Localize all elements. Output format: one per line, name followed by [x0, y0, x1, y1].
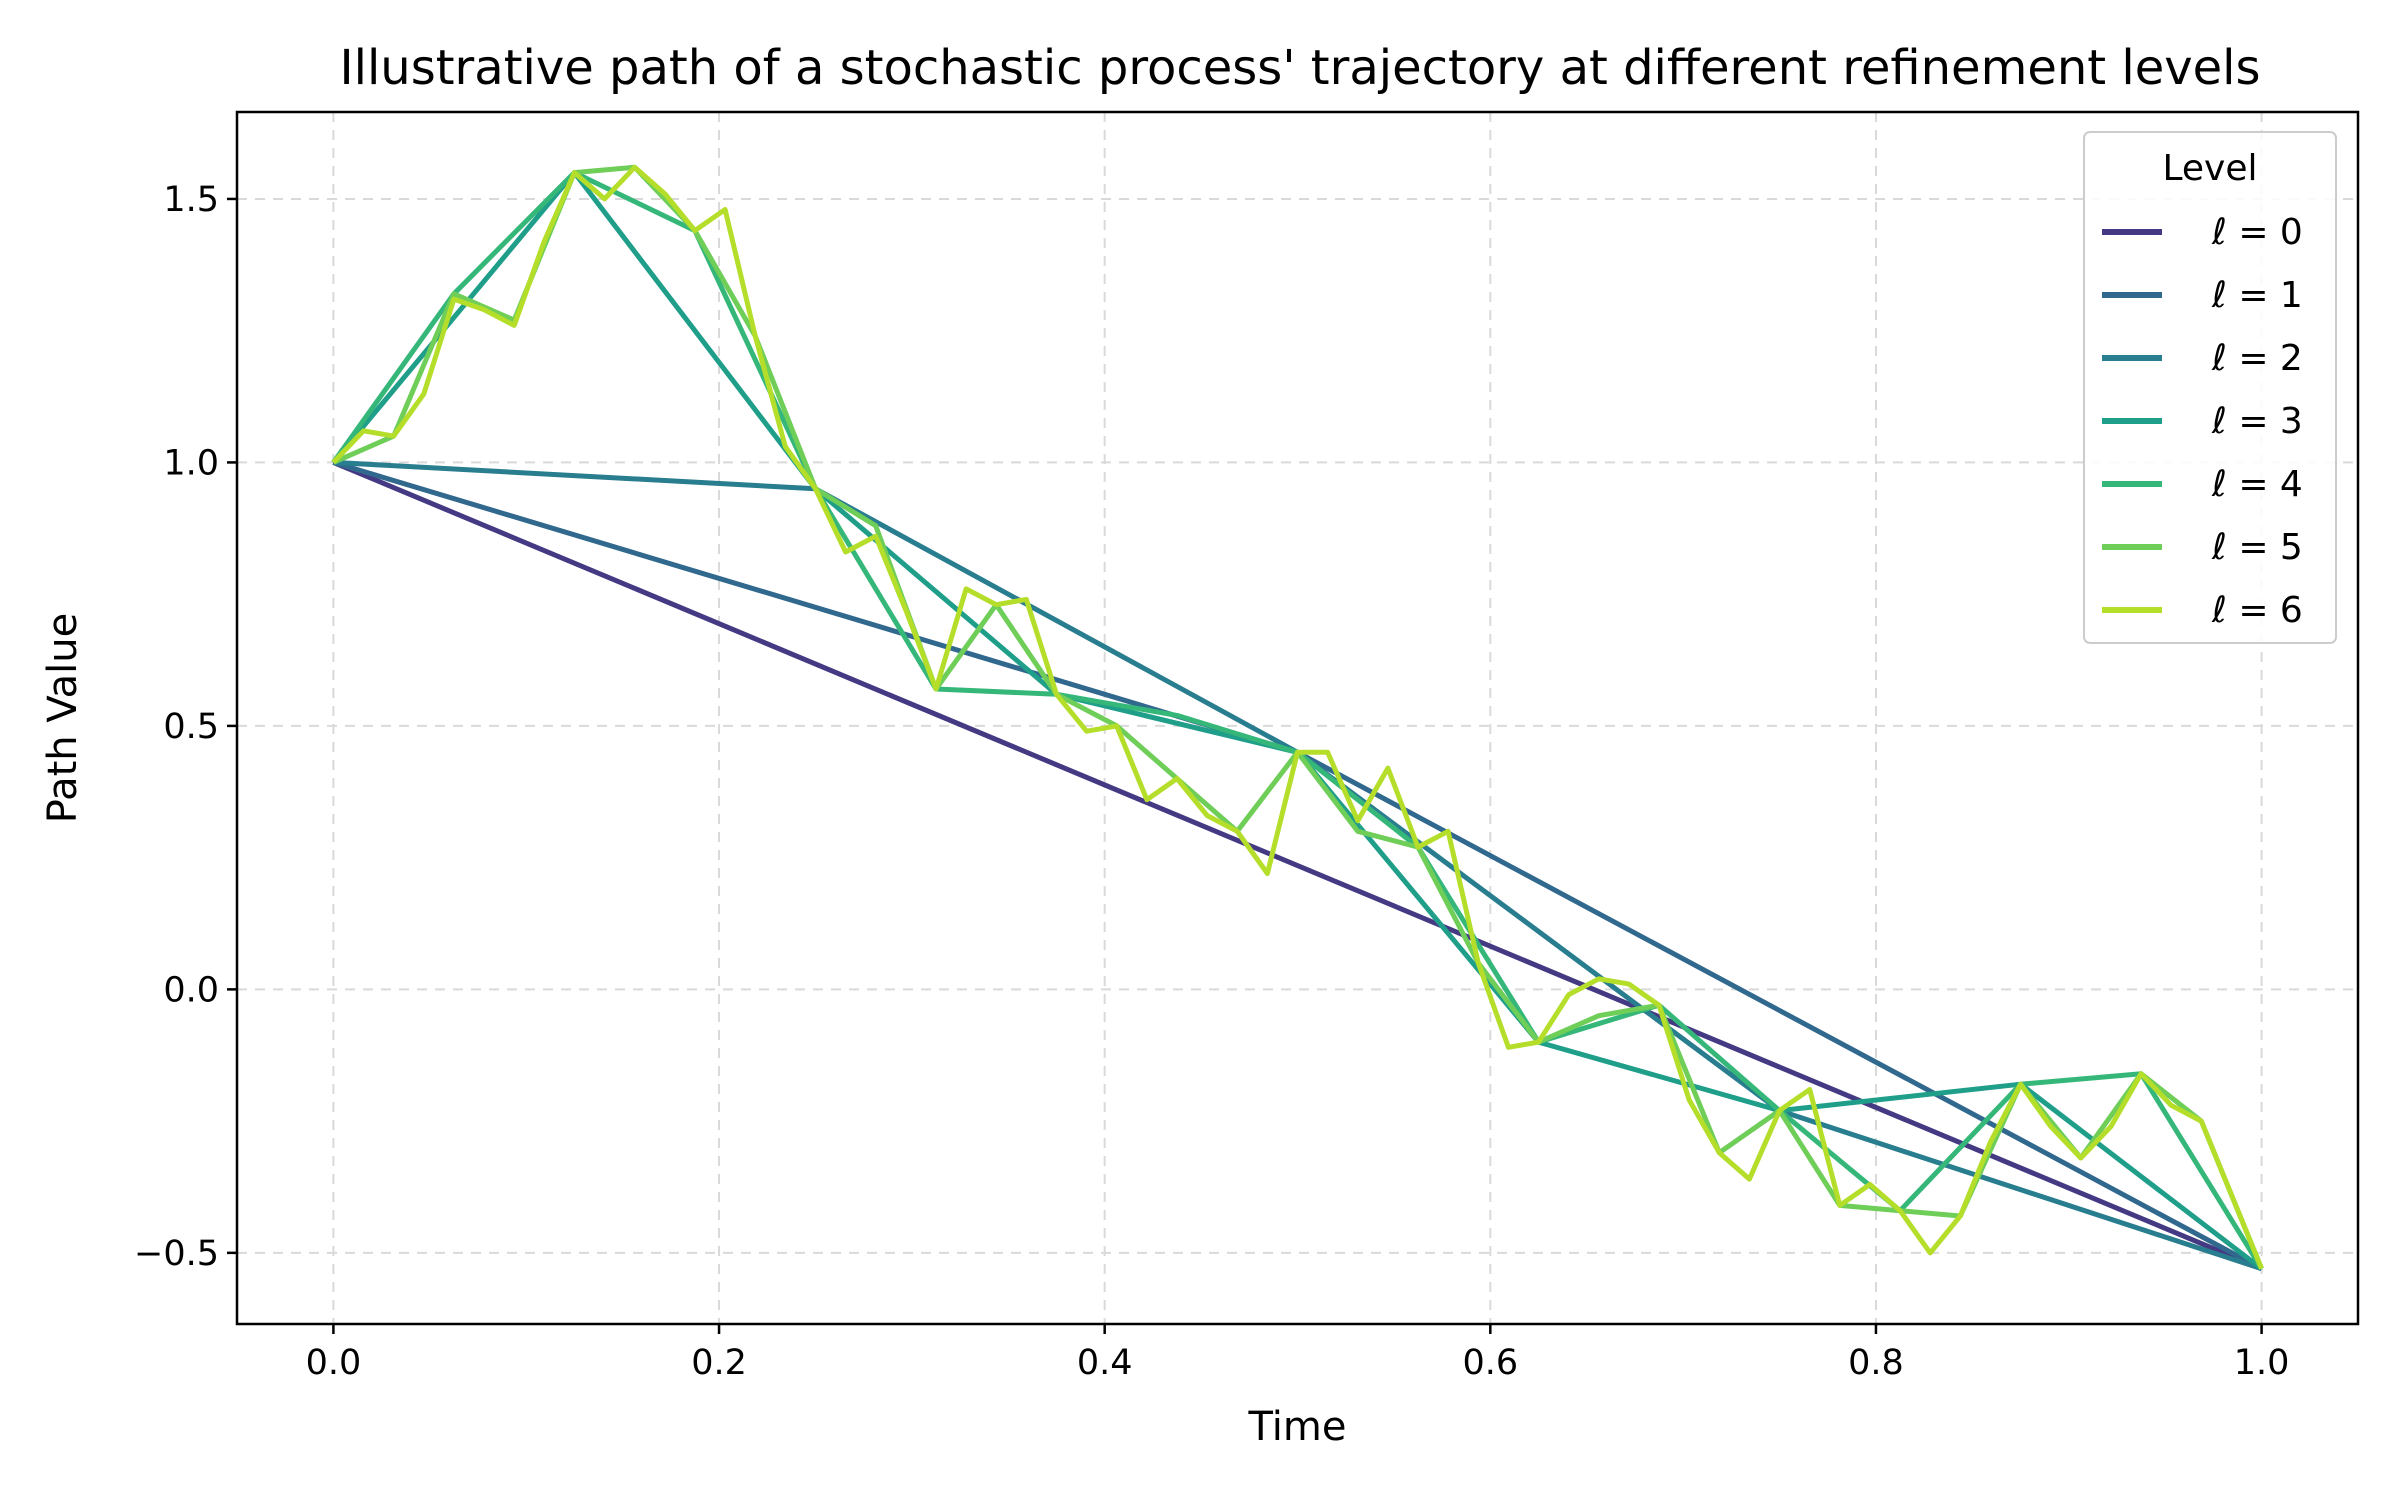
legend-label-level-0: ℓ = 0 — [2211, 212, 2303, 253]
legend-label-level-2: ℓ = 2 — [2211, 338, 2303, 379]
x-axis-label: Time — [1248, 1404, 1347, 1450]
series-line-level-4 — [331, 170, 2264, 1271]
legend-label-level-4: ℓ = 4 — [2211, 464, 2303, 505]
y-tick-label: 1.0 — [163, 443, 219, 483]
y-tick-label: 1.5 — [163, 180, 219, 220]
x-tick-label: 0.6 — [1462, 1343, 1518, 1383]
legend: Level ℓ = 0ℓ = 1ℓ = 2ℓ = 3ℓ = 4ℓ = 5ℓ = … — [2083, 131, 2337, 644]
y-tick-label: 0.5 — [163, 707, 219, 747]
y-tick-label: −0.5 — [134, 1234, 219, 1274]
x-tick-label: 0.2 — [691, 1343, 747, 1383]
legend-entries: ℓ = 0 ℓ = 1 ℓ = 2 ℓ = 3 ℓ = 4 ℓ = 5 ℓ = 6 — [2102, 212, 2303, 631]
chart-title: Illustrative path of a stochastic proces… — [339, 40, 2260, 96]
x-tick-label: 0.8 — [1848, 1343, 1904, 1383]
series-line-level-6 — [331, 164, 2264, 1270]
y-axis-label: Path Value — [40, 613, 86, 823]
series-lines — [331, 164, 2264, 1272]
series-line-level-3 — [331, 170, 2264, 1271]
legend-label-level-5: ℓ = 5 — [2211, 527, 2303, 568]
series-line-level-5 — [332, 164, 2264, 1270]
legend-label-level-1: ℓ = 1 — [2211, 275, 2303, 316]
axis-ticks: 0.0 0.2 0.4 0.6 0.8 1.0 −0.5 0.0 0.5 1.0 1.5 — [134, 180, 2289, 1383]
y-tick-label: 0.0 — [163, 970, 219, 1010]
plot-area-frame — [235, 110, 2360, 1326]
series-line-level-0 — [332, 460, 2263, 1272]
legend-label-level-6: ℓ = 6 — [2211, 590, 2303, 631]
x-tick-label: 0.0 — [306, 1343, 362, 1383]
grid — [237, 112, 2358, 1324]
legend-box — [2083, 131, 2337, 644]
legend-title: Level — [2162, 148, 2257, 189]
x-tick-label: 0.4 — [1077, 1343, 1133, 1383]
legend-label-level-3: ℓ = 3 — [2211, 401, 2303, 442]
x-tick-label: 1.0 — [2234, 1343, 2290, 1383]
